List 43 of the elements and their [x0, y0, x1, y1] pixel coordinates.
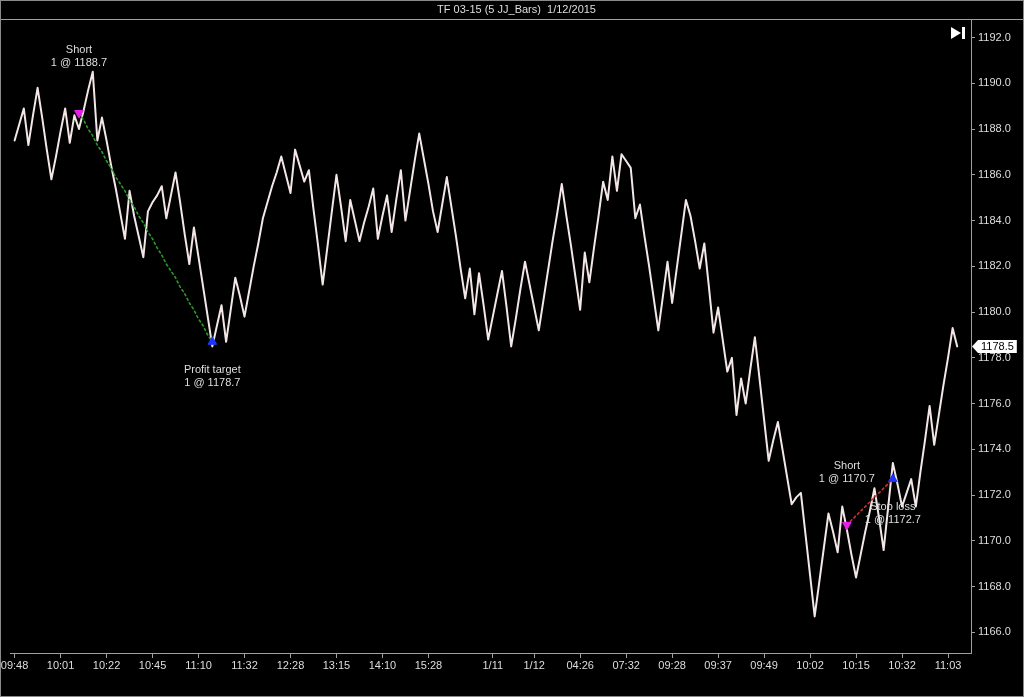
y-tick-label: 1186.0 [978, 167, 1011, 180]
y-tick-label: 1170.0 [978, 533, 1011, 546]
x-tick-label: 13:15 [322, 658, 351, 671]
y-tick-label: 1168.0 [978, 579, 1011, 592]
x-tick-label: 11:03 [934, 658, 962, 671]
x-tick-label: 1/12 [523, 658, 545, 671]
x-tick-label: 07:32 [612, 658, 640, 671]
x-tick-label: 09:48 [0, 658, 29, 671]
y-tick-label: 1172.0 [978, 488, 1011, 501]
annotation: Short 1 @ 1188.7 [50, 42, 108, 68]
x-tick-label: 10:45 [138, 658, 167, 671]
point [74, 110, 84, 119]
x-tick-label: 10:22 [92, 658, 121, 671]
x-tick-label: 09:37 [704, 658, 732, 671]
y-tick-label: 1182.0 [978, 259, 1011, 272]
x-tick-label: 10:15 [842, 658, 870, 671]
chart-title: TF 03-15 (5 JJ_Bars) 1/12/2015 [437, 2, 596, 15]
annotation: Profit target 1 @ 1178.7 [183, 362, 241, 388]
y-tick-label: 1190.0 [978, 76, 1011, 89]
text: 1178.5 [981, 339, 1014, 352]
y-tick-label: 1174.0 [978, 442, 1011, 455]
y-tick-label: 1166.0 [978, 625, 1011, 638]
x-tick-label: 14:10 [368, 658, 397, 671]
x-tick-label: 09:49 [750, 658, 778, 671]
y-tick-label: 1184.0 [978, 213, 1011, 226]
x-tick-label: 04:26 [566, 658, 594, 671]
x-tick-label: 1/11 [482, 658, 504, 671]
y-tick-label: 1176.0 [978, 396, 1011, 409]
x-tick-label: 09:28 [658, 658, 686, 671]
x-tick-label: 10:32 [888, 658, 916, 671]
y-tick-label: 1180.0 [978, 305, 1011, 318]
point [888, 473, 898, 483]
x-tick-label: 10:02 [796, 658, 824, 671]
y-tick-label: 1188.0 [978, 122, 1011, 135]
x-tick-label: 11:10 [185, 658, 212, 671]
x-tick-label: 15:28 [414, 658, 443, 671]
x-tick-label: 12:28 [276, 658, 305, 671]
y-tick-label: 1178.0 [978, 350, 1011, 363]
x-tick-label: 11:32 [231, 658, 258, 671]
x-tick-label: 10:01 [46, 658, 75, 671]
annotation: Short 1 @ 1170.7 [818, 459, 875, 485]
point [207, 336, 218, 345]
y-tick-label: 1192.0 [978, 30, 1011, 43]
